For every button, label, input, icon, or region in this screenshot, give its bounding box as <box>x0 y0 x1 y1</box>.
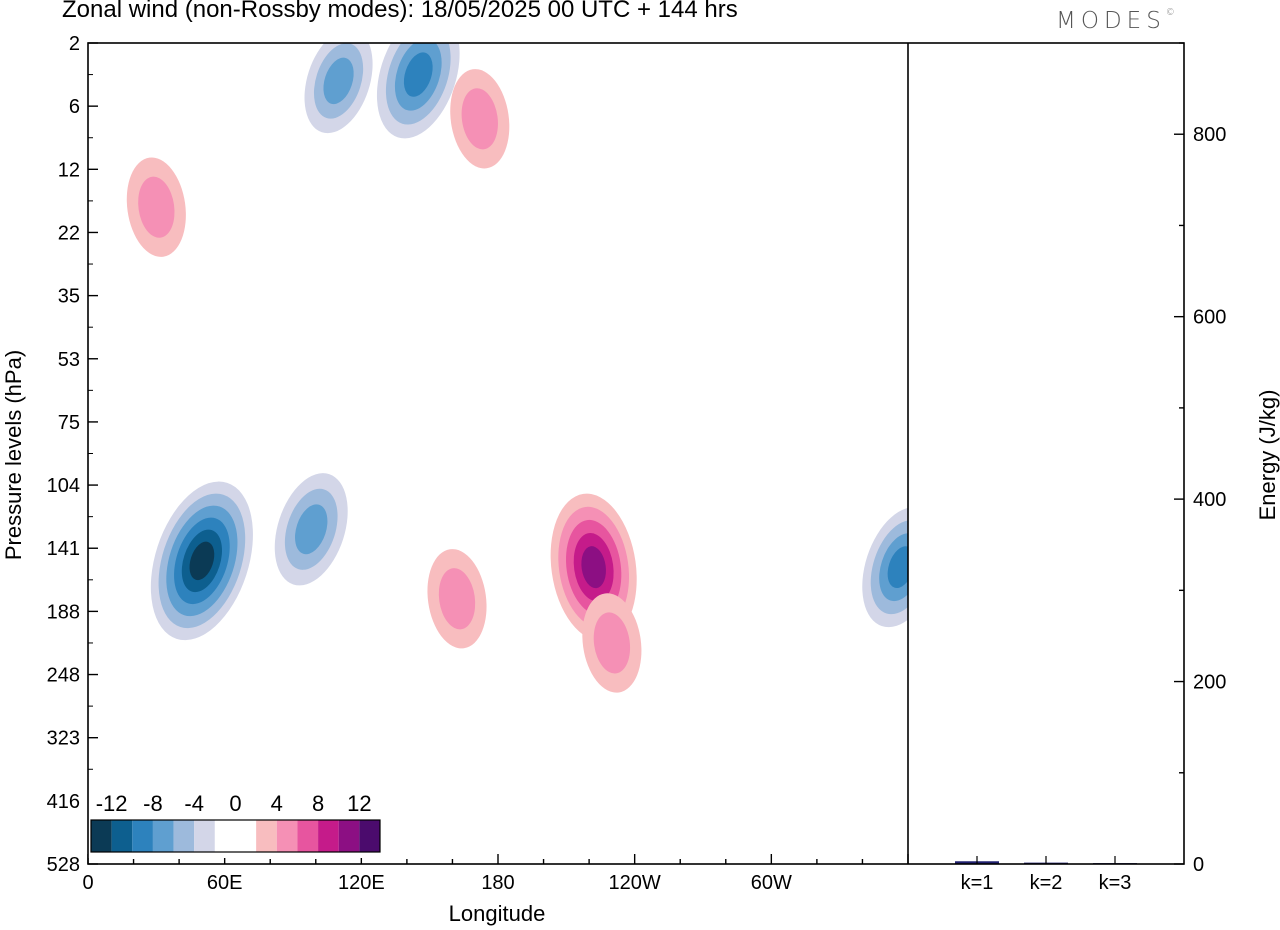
brand-text: MODES <box>1056 8 1166 34</box>
colorbar-swatch <box>132 820 153 852</box>
y-tick-label: 528 <box>47 854 80 876</box>
colorbar-label: -4 <box>184 791 204 816</box>
y-tick-label: 12 <box>58 159 80 181</box>
chart-title: Zonal wind (non-Rossby modes): 18/05/202… <box>62 0 738 23</box>
pressure-axis: 2 6 12 22 35 53 75 104 141 188 248 323 416 528 <box>47 33 98 876</box>
colorbar-swatch <box>256 820 277 852</box>
wind-contour <box>138 176 175 238</box>
colorbar-label: 12 <box>347 791 371 816</box>
x-tick-label: 120E <box>338 872 385 894</box>
energy-tick-label: 600 <box>1193 307 1226 329</box>
plot-frame <box>87 42 1185 865</box>
y-tick-label: 188 <box>47 601 80 623</box>
colorbar-swatch <box>214 820 236 852</box>
y-axis-title: Pressure levels (hPa) <box>1 350 26 560</box>
colorbar-swatch <box>235 820 257 852</box>
wind-cell <box>862 507 908 628</box>
y-tick-label: 323 <box>47 728 80 750</box>
colorbar-swatch <box>318 820 339 852</box>
wind-cell <box>150 481 253 641</box>
colorbar-label: -12 <box>96 791 128 816</box>
y-tick-label: 248 <box>47 665 80 687</box>
wind-cell <box>582 593 642 693</box>
energy-tick-label: 0 <box>1193 854 1204 876</box>
wind-contour <box>461 88 498 150</box>
wind-contour <box>295 504 328 555</box>
bar-category-label: k=1 <box>961 872 994 894</box>
colorbar-swatch <box>111 820 133 852</box>
x-axis-title: Longitude <box>449 901 546 926</box>
wind-contour <box>403 52 433 97</box>
colorbar-label: 8 <box>312 791 324 816</box>
colorbar-swatch <box>91 820 112 852</box>
colorbar-swatch <box>338 820 360 852</box>
wind-cell <box>376 43 460 139</box>
y-tick-label: 53 <box>58 349 80 371</box>
colorbar-swatch <box>173 820 195 852</box>
wind-contour-field <box>126 43 908 693</box>
x-tick-label: 60E <box>207 872 243 894</box>
colorbar-swatch <box>297 820 319 852</box>
wind-contour <box>323 57 354 105</box>
y-tick-label: 416 <box>47 791 80 813</box>
colorbar-label: 4 <box>271 791 283 816</box>
y-tick-label: 35 <box>58 286 80 308</box>
bar-category-label: k=2 <box>1030 872 1063 894</box>
colorbar-swatch <box>152 820 174 852</box>
x-tick-label: 60W <box>751 872 792 894</box>
colorbar-swatch <box>276 820 298 852</box>
x-tick-label: 0 <box>82 872 93 894</box>
wind-cell <box>274 473 348 586</box>
copyright-mark: © <box>1165 8 1175 18</box>
colorbar-legend: -12 -8 -4 0 4 8 12 <box>88 786 383 858</box>
wind-contour <box>189 541 215 581</box>
x-tick-label: 180 <box>481 872 514 894</box>
energy-tick-label: 200 <box>1193 672 1226 694</box>
y-tick-label: 2 <box>69 33 80 55</box>
colorbar-label: -8 <box>143 791 163 816</box>
energy-tick-label: 400 <box>1193 489 1226 511</box>
colorbar-label: 0 <box>229 791 241 816</box>
colorbar-swatch <box>194 820 215 852</box>
y-tick-label: 6 <box>69 96 80 118</box>
wind-contour <box>438 568 476 630</box>
energy-axis-title: Energy (J/kg) <box>1255 390 1280 521</box>
wind-cell <box>450 69 510 169</box>
energy-axis: 0 200 400 600 800 <box>1174 42 1226 876</box>
energy-tick-label: 800 <box>1193 124 1226 146</box>
bar-category-label: k=3 <box>1099 872 1132 894</box>
longitude-axis: 0 60E 120E 180 120W 60W <box>82 854 909 894</box>
y-tick-label: 104 <box>47 475 80 497</box>
wind-contour <box>593 612 631 674</box>
wind-cell <box>304 43 373 134</box>
energy-bars: k=1 k=2 k=3 <box>955 856 1137 894</box>
colorbar-frame <box>90 819 381 853</box>
modes-logo: MODES© <box>1056 8 1175 34</box>
y-tick-label: 75 <box>58 412 80 434</box>
wind-cell <box>126 157 186 257</box>
colorbar-swatch <box>359 820 380 852</box>
wind-contour <box>581 546 606 589</box>
y-tick-label: 22 <box>58 222 80 244</box>
y-tick-label: 141 <box>47 538 80 560</box>
x-tick-label: 120W <box>609 872 661 894</box>
wind-cell <box>427 549 487 649</box>
